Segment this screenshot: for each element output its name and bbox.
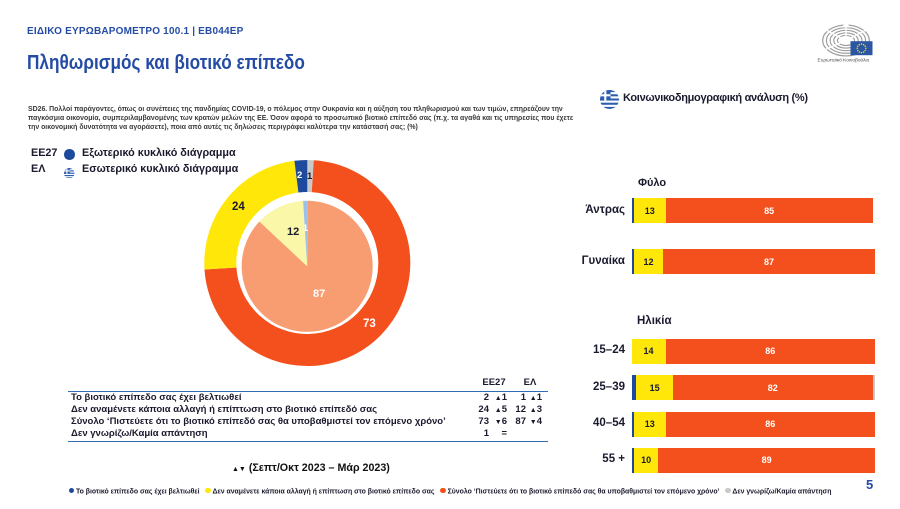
- svg-text:Ευρωπαϊκό Κοινοβούλιο: Ευρωπαϊκό Κοινοβούλιο: [818, 57, 870, 64]
